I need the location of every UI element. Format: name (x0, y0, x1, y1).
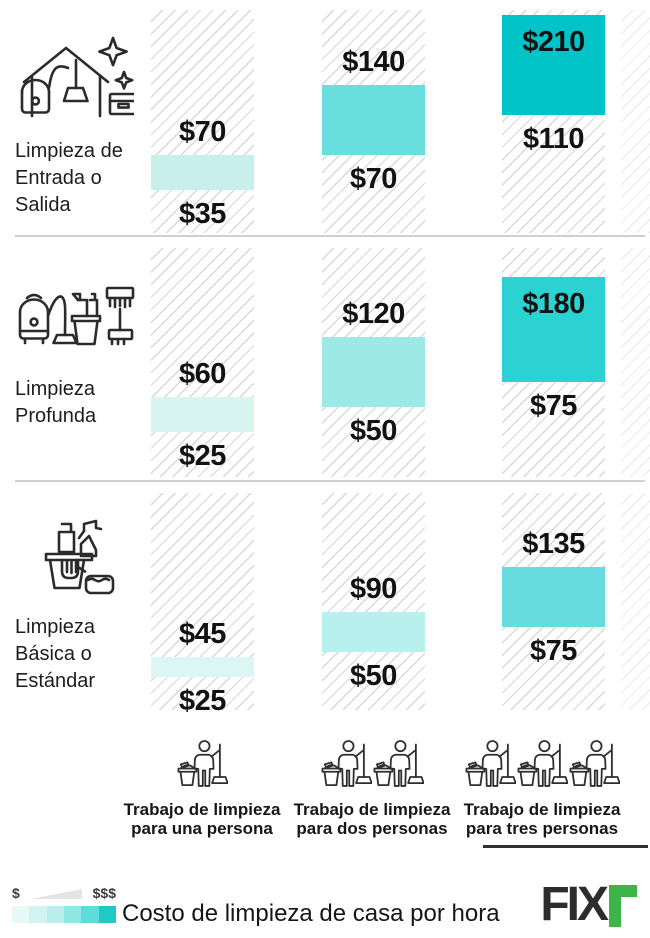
person-icons-three (452, 728, 632, 796)
range-bar (502, 277, 605, 382)
row-label-basica: Limpieza Básica o Estándar (15, 616, 96, 692)
range-bar (322, 337, 425, 407)
max-price-label: $180 (522, 288, 585, 320)
cleaner-person-icon (516, 732, 568, 796)
max-price-label: $90 (350, 573, 397, 605)
chart-cell-basica-2personas: $90 $50 (322, 493, 425, 710)
max-price-label: $45 (179, 618, 226, 650)
column-label-una-persona: Trabajo de limpieza para una persona (123, 800, 281, 838)
chart-cell-entrada-3personas: $210 $110 (502, 10, 605, 233)
max-price-label: $60 (179, 358, 226, 390)
min-price-label: $50 (350, 660, 397, 692)
chart-cell-basica-1persona: $45 $25 (151, 493, 254, 716)
scale-segment (63, 906, 82, 923)
range-bar (151, 397, 254, 432)
range-bar (322, 612, 425, 652)
max-price-label: $140 (342, 46, 405, 78)
max-price-label: $135 (522, 528, 585, 560)
column-group-tres-personas: Trabajo de limpieza para tres personas (452, 728, 632, 838)
range-bar (502, 567, 605, 627)
min-price-label: $75 (530, 635, 577, 667)
legend-max-symbol: $$$ (92, 885, 116, 901)
column-label-tres-personas: Trabajo de limpieza para tres personas (463, 800, 621, 838)
column-group-dos-personas: Trabajo de limpieza para dos personas (282, 728, 462, 838)
legend-min-symbol: $ (12, 885, 20, 901)
hatch-column (322, 493, 425, 710)
person-icons-one (112, 728, 292, 796)
min-price-label: $50 (350, 415, 397, 447)
hatch-column (151, 10, 254, 233)
min-price-label: $35 (179, 198, 226, 230)
chart-cell-entrada-1persona: $70 $35 (151, 10, 254, 233)
chart-cell-profunda-1persona: $60 $25 (151, 248, 254, 477)
scale-segment (98, 906, 116, 923)
scale-segment (81, 906, 99, 923)
move-out-cleaning-icon (14, 30, 139, 137)
scale-segment (12, 906, 30, 923)
cleaner-person-icon (176, 732, 228, 796)
cleaner-person-icon (568, 732, 620, 796)
row-divider (15, 235, 645, 237)
min-price-label: $25 (179, 685, 226, 717)
hatch-column (151, 248, 254, 477)
chart-cell-profunda-3personas: $180 $75 (502, 248, 605, 477)
chart-title: Costo de limpieza de casa por hora (122, 900, 500, 927)
cost-scale-legend: $ $$$ (12, 884, 116, 923)
edge-hatch-strip (621, 248, 650, 477)
edge-hatch-strip (621, 493, 650, 710)
min-price-label: $110 (523, 123, 584, 155)
column-group-una-persona: Trabajo de limpieza para una persona (112, 728, 292, 838)
max-price-label: $70 (179, 116, 226, 148)
range-bar (502, 15, 605, 115)
deep-cleaning-icon (14, 278, 136, 363)
range-bar (151, 155, 254, 190)
cleaner-person-icon (372, 732, 424, 796)
min-price-label: $25 (179, 440, 226, 472)
edge-hatch-strip (621, 10, 650, 233)
person-icons-two (282, 728, 462, 796)
chart-cell-entrada-2personas: $140 $70 (322, 10, 425, 233)
scale-segment (46, 906, 64, 923)
fixr-green-r-icon (609, 885, 637, 927)
range-bar (151, 657, 254, 677)
max-price-label: $210 (522, 26, 585, 58)
cleaner-person-icon (320, 732, 372, 796)
min-price-label: $70 (350, 163, 397, 195)
fixr-logo-text: FIX (540, 878, 609, 931)
chart-cell-profunda-2personas: $120 $50 (322, 248, 425, 477)
hatch-column (151, 493, 254, 710)
range-bar (322, 85, 425, 155)
row-divider (15, 480, 645, 482)
dark-divider (483, 845, 648, 848)
max-price-label: $120 (342, 298, 405, 330)
row-label-profunda: Limpieza Profunda (15, 378, 97, 427)
cleaner-person-icon (464, 732, 516, 796)
basic-cleaning-icon (32, 514, 118, 611)
chart-cell-basica-3personas: $135 $75 (502, 493, 605, 710)
scale-segment (29, 906, 47, 923)
color-scale-bar (12, 906, 116, 923)
column-label-dos-personas: Trabajo de limpieza para dos personas (293, 800, 451, 838)
row-label-entrada-salida: Limpieza de Entrada o Salida (15, 140, 123, 216)
min-price-label: $75 (530, 390, 577, 422)
cost-wedge-icon (30, 889, 83, 899)
fixr-logo[interactable]: FIX (540, 878, 637, 931)
